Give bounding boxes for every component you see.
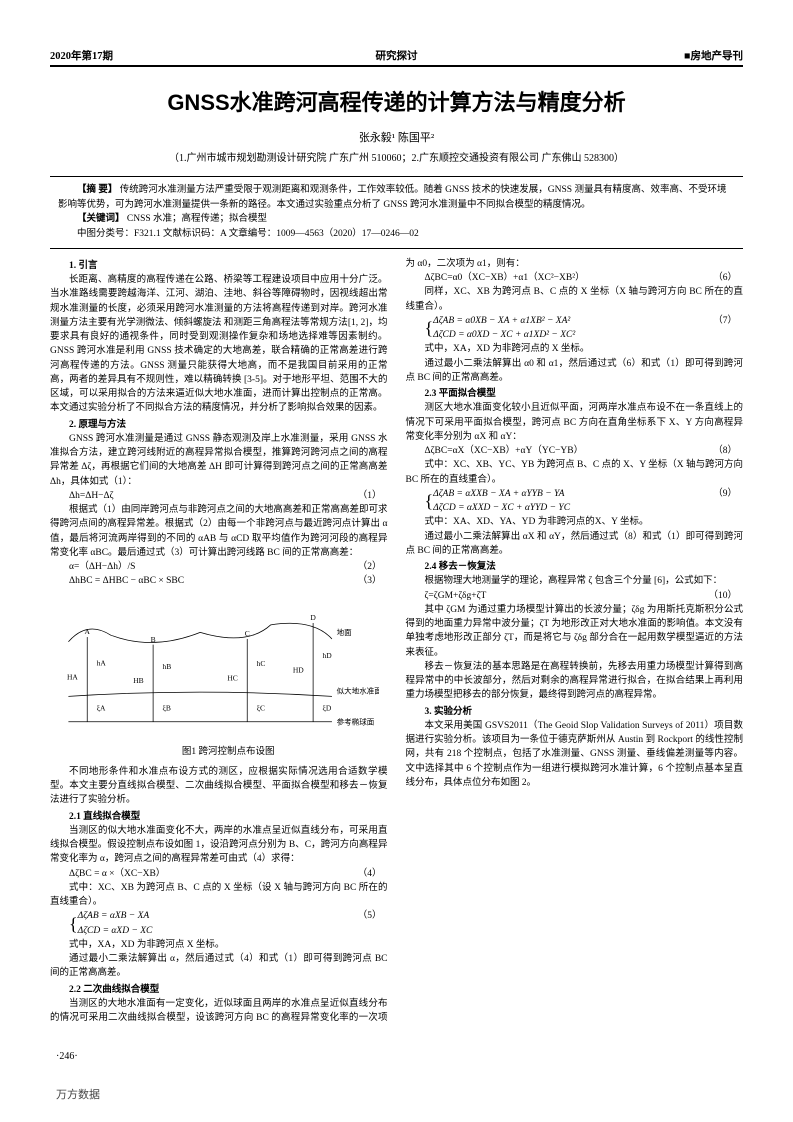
svg-text:ξD: ξD: [322, 703, 331, 712]
svg-text:C: C: [244, 629, 249, 638]
para: 式中，XA，XD 为非跨河点的 X 坐标。: [406, 342, 744, 356]
svg-text:参考椭球面: 参考椭球面: [336, 716, 374, 726]
para: 式中：XA、XD、YA、YD 为非跨河点的X、Y 坐标。: [406, 515, 744, 529]
section-1: 1. 引言: [50, 259, 388, 273]
para: 式中，XA，XD 为非跨河点 X 坐标。: [50, 938, 388, 952]
para: 当测区的似大地水准面变化不大，两岸的水准点呈近似直线分布，可采用直线拟合模型。假…: [50, 824, 388, 867]
abstract-block: 【摘 要】 传统跨河水准测量方法严重受限于观测距离和观测条件，工作效率较低。随着…: [50, 176, 743, 249]
equation-5: {ΔζAB = αXB − XAΔζCD = αXD − XC （5）: [50, 909, 388, 938]
section-2-3: 2.3 平面拟合模型: [406, 387, 744, 401]
equation-9: {ΔζAB = αXXB − XA + αYYB − YAΔζCD = αXXD…: [406, 487, 744, 516]
para: 通过最小二乘法解算出 αX 和 αY，然后通过式（8）和式（1）即可得到跨河点 …: [406, 530, 744, 559]
svg-text:HC: HC: [227, 673, 237, 682]
body-columns: 1. 引言 长距离、高精度的高程传递在公路、桥梁等工程建设项目中应用十分广泛。当…: [50, 257, 743, 1027]
svg-text:ξB: ξB: [162, 703, 170, 712]
svg-text:ξA: ξA: [96, 703, 105, 712]
equation-4: ΔζBC = α ×（XC−XB）（4）: [50, 867, 388, 881]
svg-text:ξC: ξC: [256, 703, 264, 712]
para: 式中：XC、XB、YC、YB 为跨河点 B、C 点的 X、Y 坐标（X 轴与跨河…: [406, 458, 744, 487]
article-title: GNSS水准跨河高程传递的计算方法与精度分析: [50, 85, 743, 117]
para: 同样，XC、XB 为跨河点 B、C 点的 X 坐标（X 轴与跨河方向 BC 所在…: [406, 285, 744, 314]
figure-1: AhA HA ξA BhB HB ξB ChC HC ξC DhD HD ξD 地面似大地水准面参考椭球…: [50, 595, 388, 759]
svg-text:似大地水准面: 似大地水准面: [336, 685, 378, 695]
svg-text:hD: hD: [322, 651, 332, 660]
header-left: 2020年第17期: [50, 48, 113, 63]
affiliations: （1.广州市城市规划勘测设计研究院 广东广州 510060；2.广东顺控交通投资…: [50, 149, 743, 164]
svg-text:D: D: [310, 613, 316, 622]
authors: 张永毅¹ 陈国平²: [50, 129, 743, 145]
para: GNSS 跨河水准测量是通过 GNSS 静态观测及岸上水准测量，采用 GNSS …: [50, 432, 388, 489]
svg-text:hC: hC: [256, 659, 265, 668]
para: 不同地形条件和水准点布设方式的测区，应根据实际情况选用合适数学模型。本文主要分直…: [50, 765, 388, 808]
equation-6: ΔζBC=α0（XC−XB）+α1（XC²−XB²）（6）: [406, 271, 744, 285]
equation-3: ΔhBC = ΔHBC − αBC × SBC（3）: [50, 574, 388, 588]
wanfang-credit: 万方数据: [56, 1086, 100, 1102]
section-2-4: 2.4 移去－恢复法: [406, 560, 744, 574]
svg-text:HB: HB: [133, 676, 143, 685]
abstract-text: 传统跨河水准测量方法严重受限于观测距离和观测条件，工作效率较低。随着 GNSS …: [58, 185, 726, 210]
svg-text:hA: hA: [96, 658, 106, 667]
svg-text:HD: HD: [293, 665, 304, 674]
section-3: 3. 实验分析: [406, 705, 744, 719]
para: 通过最小二乘法解算出 α0 和 α1，然后通过式（6）和式（1）即可得到跨河点 …: [406, 357, 744, 386]
abstract-label: 【摘 要】: [77, 185, 117, 195]
section-2-2: 2.2 二次曲线拟合模型: [50, 983, 388, 997]
para: 式中：XC、XB 为跨河点 B、C 点的 X 坐标（设 X 轴与跨河方向 BC …: [50, 881, 388, 910]
equation-7: {ΔζAB = α0XB − XA + α1XB² − XA²ΔζCD = α0…: [406, 314, 744, 343]
para: 本文采用美国 GSVS2011（The Geoid Slop Validatio…: [406, 719, 744, 790]
svg-text:地面: 地面: [336, 627, 352, 637]
section-2-1: 2.1 直线拟合模型: [50, 810, 388, 824]
header-center: 研究探讨: [376, 48, 418, 63]
equation-10: ζ=ζGM+ζδg+ζT（10）: [406, 589, 744, 603]
figure-1-svg: AhA HA ξA BhB HB ξB ChC HC ξC DhD HD ξD 地面似大地水准面参考椭球…: [59, 595, 379, 745]
svg-text:B: B: [150, 634, 155, 643]
header-bar: 2020年第17期 研究探讨 ■房地产导刊: [50, 48, 743, 67]
para: 长距离、高精度的高程传递在公路、桥梁等工程建设项目中应用十分广泛。当水准路线需要…: [50, 273, 388, 416]
para: 根据物理大地测量学的理论，高程异常 ζ 包含三个分量 [6]，公式如下：: [406, 574, 744, 588]
header-right: ■房地产导刊: [684, 48, 743, 63]
equation-8: ΔζBC=αX（XC−XB）+αY（YC−YB）（8）: [406, 444, 744, 458]
svg-text:hB: hB: [162, 662, 171, 671]
equation-2: α=（ΔH−Δh）/S（2）: [50, 560, 388, 574]
section-2: 2. 原理与方法: [50, 418, 388, 432]
svg-text:A: A: [84, 627, 90, 636]
page-number: ·246·: [56, 1051, 78, 1062]
classification: 中图分类号：F321.1 文献标识码：A 文章编号：1009—4563（2020…: [58, 227, 735, 242]
equation-1: Δh=ΔH−Δζ（1）: [50, 489, 388, 503]
para: 通过最小二乘法解算出 α，然后通过式（4）和式（1）即可得到跨河点 BC 间的正…: [50, 952, 388, 981]
para: 测区大地水准面变化较小且近似平面，河两岸水准点布设不在一条直线上的情况下可采用平…: [406, 401, 744, 444]
keywords-label: 【关键词】: [77, 214, 125, 224]
keywords-text: CNSS 水准；高程传递；拟合模型: [127, 214, 267, 224]
para: 根据式（1）由同岸跨河点与非跨河点之间的大地高高差和正常高高差即可求得跨河点间的…: [50, 503, 388, 560]
svg-text:HA: HA: [67, 672, 78, 681]
figure-1-caption: 图1 跨河控制点布设图: [50, 745, 388, 759]
para: 移去－恢复法的基本思路是在高程转换前，先移去用重力场模型计算得到高程异常中的中长…: [406, 660, 744, 703]
para: 其中 ζGM 为通过重力场模型计算出的长波分量；ζδg 为用斯托克斯积分公式得到…: [406, 603, 744, 660]
